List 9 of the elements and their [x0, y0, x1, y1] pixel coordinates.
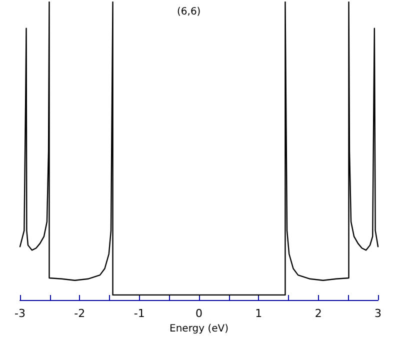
x-tick-label: -3	[14, 307, 26, 320]
x-axis-title: Energy (eV)	[170, 324, 229, 334]
x-tick-label: 1	[255, 307, 262, 320]
chart-title: (6,6)	[177, 6, 201, 18]
x-tick-label: -1	[134, 307, 145, 320]
x-tick-label: 2	[314, 307, 322, 320]
x-tick-label: 0	[196, 307, 202, 320]
x-tick-label: -2	[74, 307, 86, 320]
x-tick-label: 3	[374, 307, 382, 320]
